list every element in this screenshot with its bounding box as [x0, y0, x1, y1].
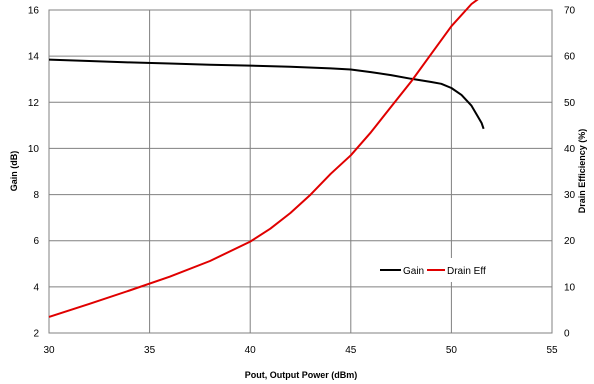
- y2-tick-label: 50: [564, 98, 576, 109]
- y-tick-label: 14: [28, 52, 40, 63]
- legend-label-gain: Gain: [403, 266, 424, 277]
- y2-tick-label: 20: [564, 236, 576, 247]
- series-line-gain: [48, 58, 485, 130]
- y2-tick-label: 10: [564, 282, 576, 293]
- x-tick-label: 35: [144, 345, 156, 356]
- legend: Gain Drain Eff: [376, 258, 486, 282]
- y-tick-label: 2: [33, 329, 39, 340]
- x-axis-title: Pout, Output Power (dBm): [245, 370, 358, 380]
- y2-tick-label: 30: [564, 190, 576, 201]
- x-tick-labels: 30 35 40 45 50 55: [43, 345, 558, 356]
- x-tick-label: 45: [345, 345, 357, 356]
- y2-tick-label: 40: [564, 144, 576, 155]
- x-tick-label: 40: [245, 345, 257, 356]
- y-axis-title: Gain (dB): [9, 151, 19, 192]
- x-tick-label: 30: [43, 345, 55, 356]
- plot-frame: [48, 9, 553, 334]
- grid: [48, 9, 553, 334]
- y2-tick-label: 70: [564, 6, 576, 17]
- y-tick-label: 12: [28, 98, 40, 109]
- x-tick-label: 50: [446, 345, 458, 356]
- y2-tick-label: 0: [564, 329, 570, 340]
- legend-label-drain-eff: Drain Eff: [447, 266, 486, 277]
- y-tick-label: 4: [33, 282, 39, 293]
- y-tick-label: 8: [33, 190, 39, 201]
- y2-tick-labels: 0 10 20 30 40 50 60 70: [564, 6, 576, 340]
- y2-axis-title: Drain Efficiency (%): [577, 129, 587, 214]
- series-line-drain-eff: [48, 0, 479, 318]
- y-tick-label: 10: [28, 144, 40, 155]
- series-layer: [48, 0, 485, 318]
- y-tick-label: 6: [33, 236, 39, 247]
- x-tick-label: 55: [546, 345, 558, 356]
- y2-tick-label: 60: [564, 52, 576, 63]
- y-tick-label: 16: [28, 6, 40, 17]
- y-tick-labels: 2 4 6 8 10 12 14 16: [28, 6, 40, 340]
